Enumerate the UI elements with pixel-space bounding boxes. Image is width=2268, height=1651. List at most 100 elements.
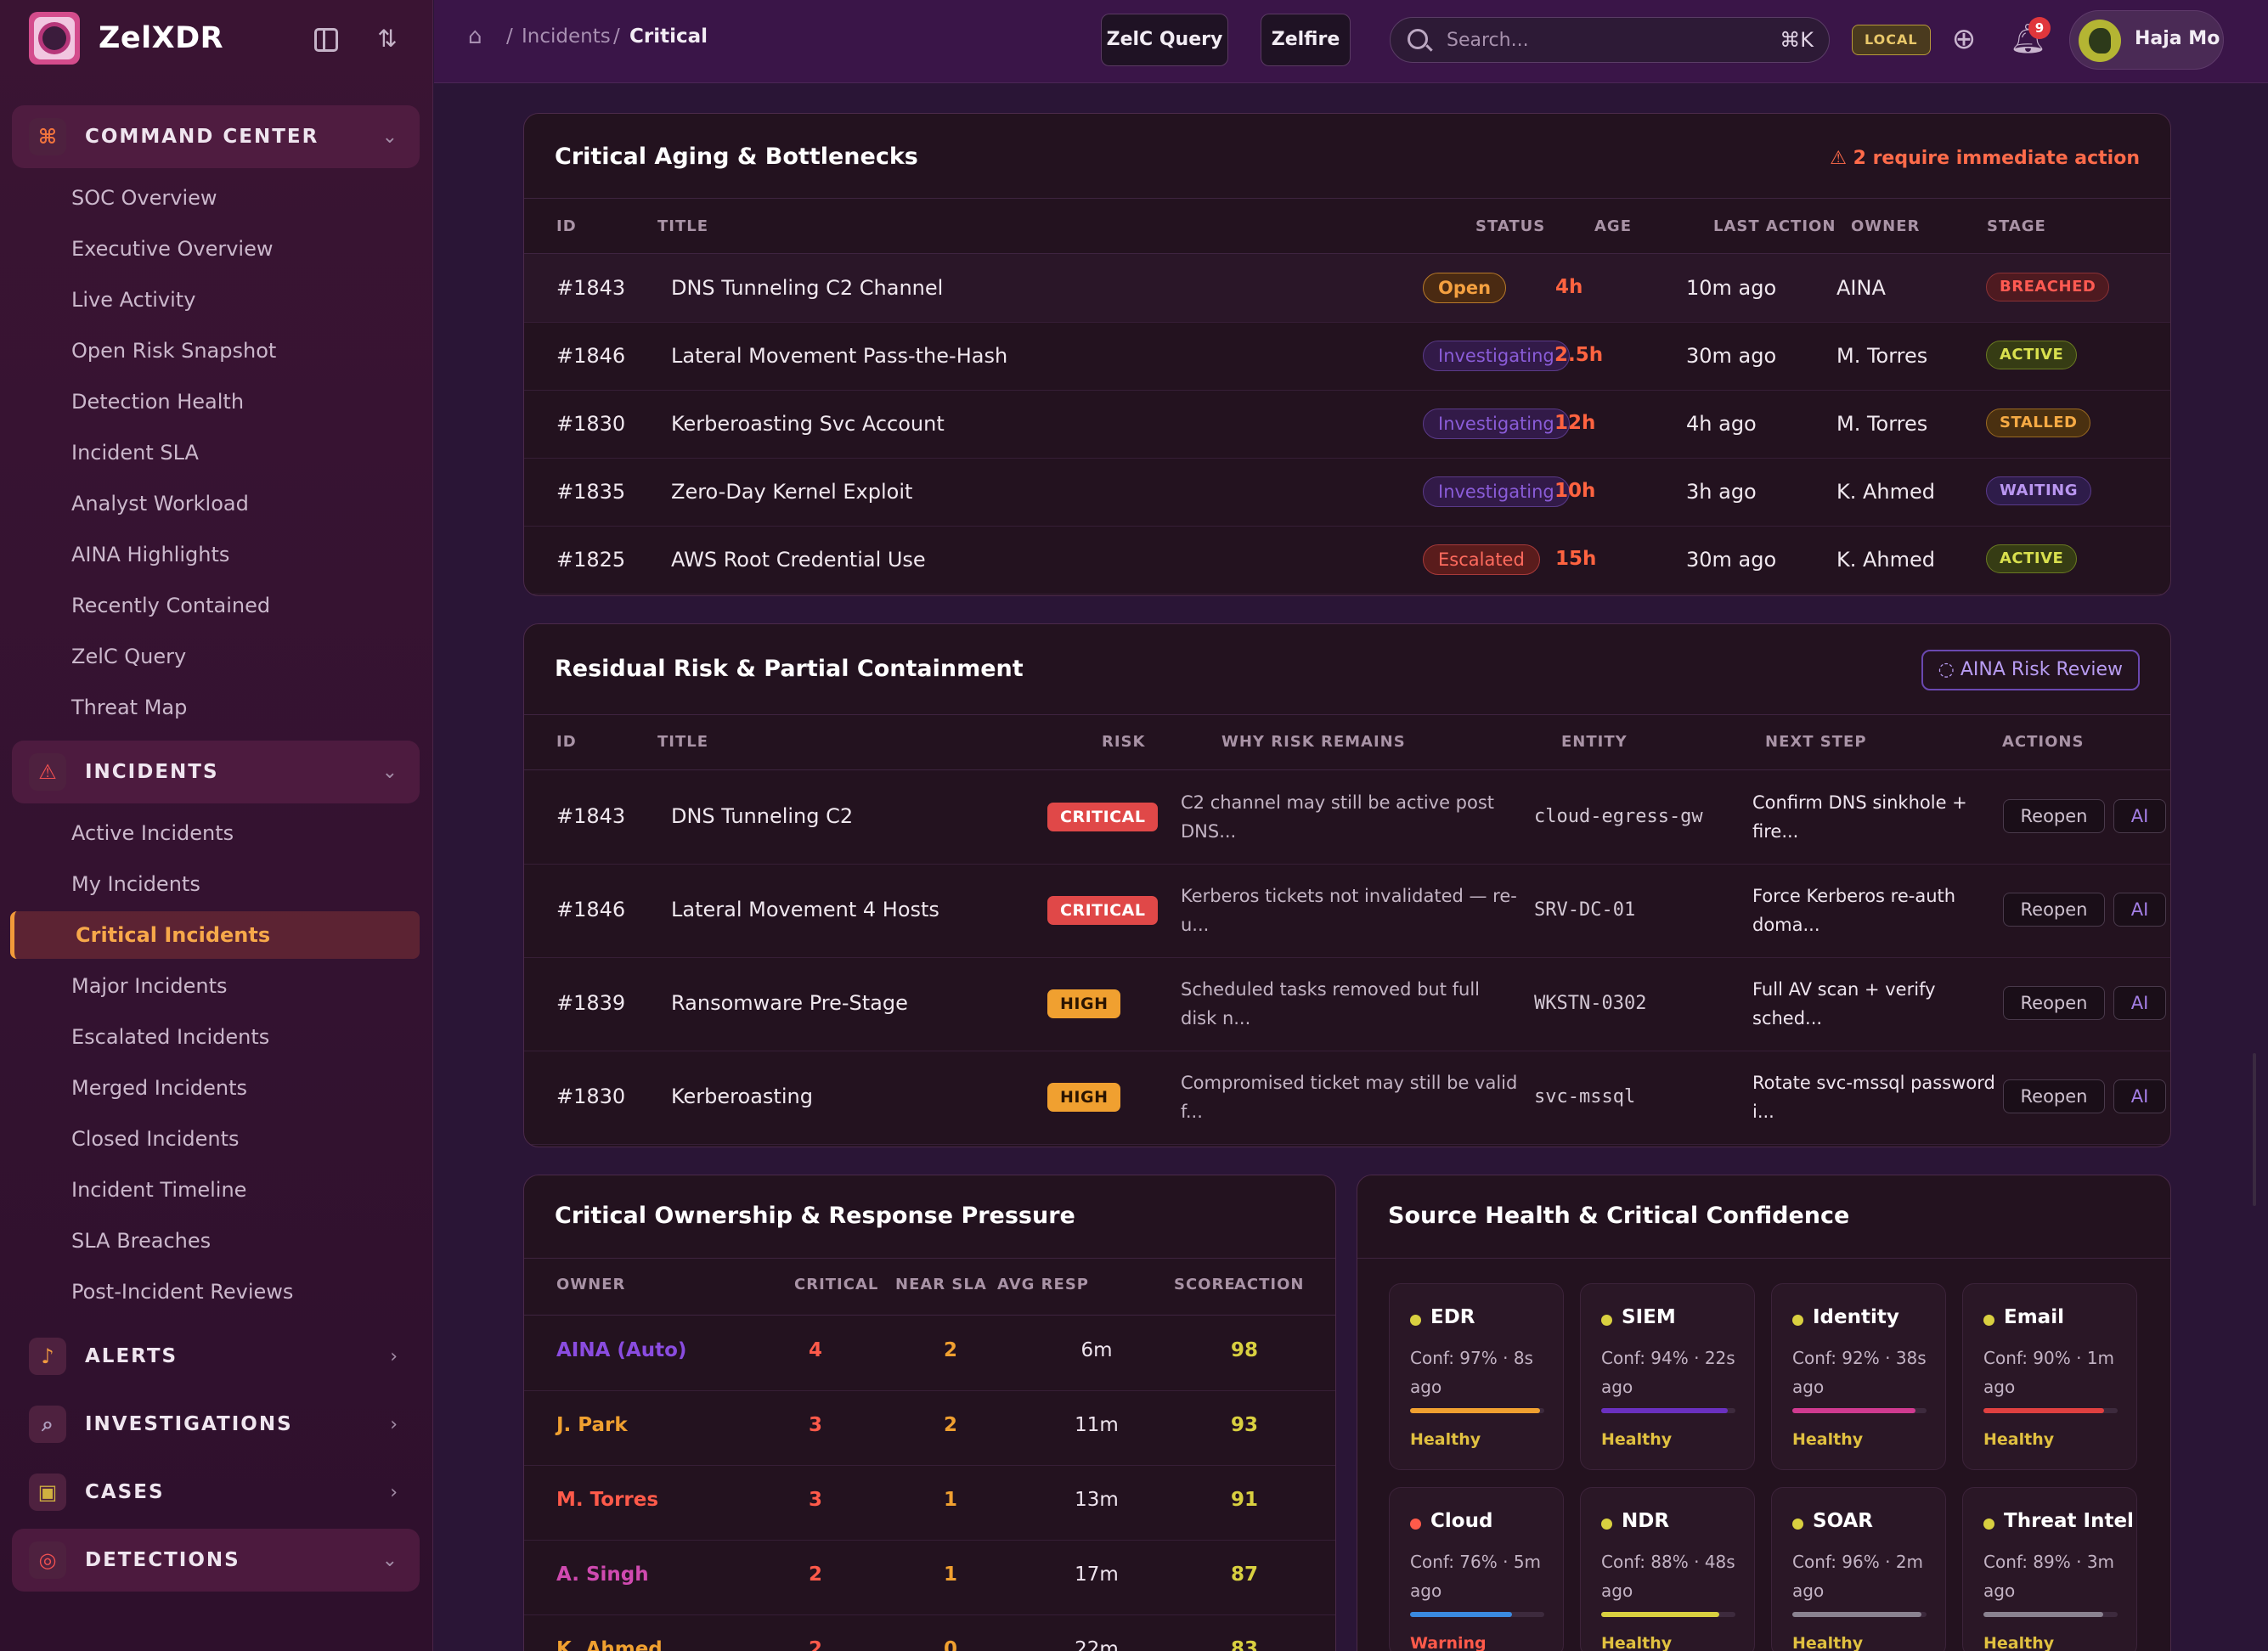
add-icon[interactable]: ⊕ bbox=[1951, 22, 1977, 56]
entity[interactable]: svc-mssql bbox=[1534, 1086, 1636, 1107]
sidebar-item[interactable]: My Incidents bbox=[71, 872, 200, 896]
owner-name[interactable]: J. Park bbox=[556, 1414, 628, 1436]
incident-id[interactable]: #1846 bbox=[556, 344, 626, 368]
owner-name[interactable]: AINA (Auto) bbox=[556, 1339, 687, 1361]
owner[interactable]: M. Torres bbox=[1836, 412, 1928, 436]
incident-id[interactable]: #1830 bbox=[556, 412, 626, 436]
sidebar-item[interactable]: Live Activity bbox=[71, 288, 196, 312]
incident-id[interactable]: #1839 bbox=[556, 991, 626, 1015]
col-status[interactable]: STATUS bbox=[1475, 217, 1546, 235]
col-score[interactable]: SCORE bbox=[1174, 1276, 1236, 1293]
sidebar-item[interactable]: ZelC Query bbox=[71, 645, 187, 668]
col-risk[interactable]: RISK bbox=[1102, 733, 1146, 751]
col-action[interactable]: ACTION bbox=[1234, 1276, 1305, 1293]
incident-id[interactable]: #1843 bbox=[556, 276, 626, 300]
section-alerts[interactable]: ♪ ALERTS › bbox=[12, 1325, 420, 1388]
owner[interactable]: M. Torres bbox=[1836, 344, 1928, 368]
sidebar-item[interactable]: Analyst Workload bbox=[71, 492, 249, 516]
incident-id[interactable]: #1843 bbox=[556, 804, 626, 828]
incident-id[interactable]: #1825 bbox=[556, 548, 626, 572]
reopen-button[interactable]: Reopen bbox=[2003, 893, 2105, 927]
incident-id[interactable]: #1846 bbox=[556, 898, 626, 921]
ai-button[interactable]: AI bbox=[2113, 1079, 2166, 1113]
incident-id[interactable]: #1835 bbox=[556, 480, 626, 504]
incident-title[interactable]: AWS Root Credential Use bbox=[671, 548, 926, 572]
search-input[interactable] bbox=[1447, 25, 1744, 55]
sidebar-item[interactable]: Threat Map bbox=[71, 696, 188, 719]
sidebar-item[interactable]: Incident Timeline bbox=[71, 1178, 247, 1202]
col-critical[interactable]: CRITICAL bbox=[794, 1276, 879, 1293]
col-avg-resp[interactable]: AVG RESP bbox=[997, 1276, 1089, 1293]
source-tile[interactable]: Threat Intel Conf: 89% · 3m ago Healthy bbox=[1962, 1487, 2137, 1651]
col-title[interactable]: TITLE bbox=[657, 733, 709, 751]
incident-title[interactable]: Lateral Movement 4 Hosts bbox=[671, 898, 939, 921]
source-tile[interactable]: Identity Conf: 92% · 38s ago Healthy bbox=[1771, 1283, 1946, 1470]
collapse-sidebar-icon[interactable]: ⇅ bbox=[377, 25, 398, 53]
col-owner[interactable]: OWNER bbox=[1851, 217, 1921, 235]
source-tile[interactable]: Cloud Conf: 76% · 5m ago Warning bbox=[1389, 1487, 1564, 1651]
incident-title[interactable]: Zero-Day Kernel Exploit bbox=[671, 480, 913, 504]
page-scrollbar[interactable] bbox=[2253, 1053, 2256, 1206]
incident-title[interactable]: Kerberoasting bbox=[671, 1085, 813, 1108]
sidebar-item[interactable]: Post-Incident Reviews bbox=[71, 1280, 294, 1304]
section-command-center[interactable]: ⌘ COMMAND CENTER ⌄ bbox=[12, 105, 420, 168]
ai-button[interactable]: AI bbox=[2113, 799, 2166, 833]
col-id[interactable]: ID bbox=[556, 733, 577, 751]
toggle-panel-icon[interactable] bbox=[311, 24, 341, 54]
incident-id[interactable]: #1830 bbox=[556, 1085, 626, 1108]
section-detections[interactable]: ◎ DETECTIONS ⌄ bbox=[12, 1529, 420, 1592]
owner-name[interactable]: M. Torres bbox=[556, 1489, 659, 1511]
sidebar-item-active[interactable]: Critical Incidents bbox=[10, 911, 420, 959]
sidebar-item[interactable]: Merged Incidents bbox=[71, 1076, 248, 1100]
sidebar-item[interactable]: SLA Breaches bbox=[71, 1229, 212, 1253]
owner[interactable]: K. Ahmed bbox=[1836, 548, 1936, 572]
incident-title[interactable]: DNS Tunneling C2 bbox=[671, 804, 854, 828]
aina-risk-review-button[interactable]: ◌ AINA Risk Review bbox=[1921, 650, 2140, 690]
zelc-query-button[interactable]: ZelC Query bbox=[1101, 14, 1228, 66]
entity[interactable]: WKSTN-0302 bbox=[1534, 993, 1647, 1014]
owner[interactable]: AINA bbox=[1836, 276, 1886, 300]
owner[interactable]: K. Ahmed bbox=[1836, 480, 1936, 504]
zelfire-button[interactable]: Zelfire bbox=[1261, 14, 1351, 66]
sidebar-item[interactable]: Open Risk Snapshot bbox=[71, 339, 277, 363]
section-incidents[interactable]: ⚠ INCIDENTS ⌄ bbox=[12, 741, 420, 803]
owner-name[interactable]: A. Singh bbox=[556, 1564, 649, 1586]
incident-title[interactable]: Lateral Movement Pass-the-Hash bbox=[671, 344, 1008, 368]
sidebar-item[interactable]: Major Incidents bbox=[71, 974, 228, 998]
col-last-action[interactable]: LAST ACTION bbox=[1713, 217, 1836, 235]
owner-name[interactable]: K. Ahmed bbox=[556, 1638, 663, 1651]
sidebar-item[interactable]: Incident SLA bbox=[71, 441, 199, 465]
col-id[interactable]: ID bbox=[556, 217, 577, 235]
entity[interactable]: cloud-egress-gw bbox=[1534, 806, 1703, 827]
sidebar-item[interactable]: Closed Incidents bbox=[71, 1127, 240, 1151]
source-tile[interactable]: NDR Conf: 88% · 48s ago Healthy bbox=[1580, 1487, 1755, 1651]
col-actions[interactable]: ACTIONS bbox=[2002, 733, 2085, 751]
col-entity[interactable]: ENTITY bbox=[1561, 733, 1628, 751]
col-age[interactable]: AGE bbox=[1594, 217, 1633, 235]
ai-button[interactable]: AI bbox=[2113, 986, 2166, 1020]
sidebar-item[interactable]: SOC Overview bbox=[71, 186, 217, 210]
col-near-sla[interactable]: NEAR SLA bbox=[895, 1276, 987, 1293]
search-box[interactable]: ⌘K bbox=[1390, 17, 1830, 63]
sidebar-item[interactable]: Recently Contained bbox=[71, 594, 271, 617]
col-stage[interactable]: STAGE bbox=[1987, 217, 2046, 235]
entity[interactable]: SRV-DC-01 bbox=[1534, 899, 1636, 921]
reopen-button[interactable]: Reopen bbox=[2003, 799, 2105, 833]
incident-title[interactable]: Ransomware Pre-Stage bbox=[671, 991, 908, 1015]
brand[interactable]: ZelXDR bbox=[29, 12, 223, 65]
sidebar-item[interactable]: Executive Overview bbox=[71, 237, 274, 261]
col-owner[interactable]: OWNER bbox=[556, 1276, 626, 1293]
reopen-button[interactable]: Reopen bbox=[2003, 986, 2105, 1020]
source-tile[interactable]: Email Conf: 90% · 1m ago Healthy bbox=[1962, 1283, 2137, 1470]
sidebar-item[interactable]: Escalated Incidents bbox=[71, 1025, 270, 1049]
source-tile[interactable]: EDR Conf: 97% · 8s ago Healthy bbox=[1389, 1283, 1564, 1470]
sidebar-item[interactable]: Detection Health bbox=[71, 390, 245, 414]
breadcrumb-incidents[interactable]: Incidents bbox=[522, 25, 611, 48]
incident-title[interactable]: DNS Tunneling C2 Channel bbox=[671, 276, 944, 300]
section-investigations[interactable]: ⌕ INVESTIGATIONS › bbox=[12, 1393, 420, 1456]
home-icon[interactable]: ⌂ bbox=[468, 24, 482, 49]
sidebar-item[interactable]: AINA Highlights bbox=[71, 543, 230, 566]
col-next-step[interactable]: NEXT STEP bbox=[1765, 733, 1867, 751]
col-title[interactable]: TITLE bbox=[657, 217, 709, 235]
reopen-button[interactable]: Reopen bbox=[2003, 1079, 2105, 1113]
